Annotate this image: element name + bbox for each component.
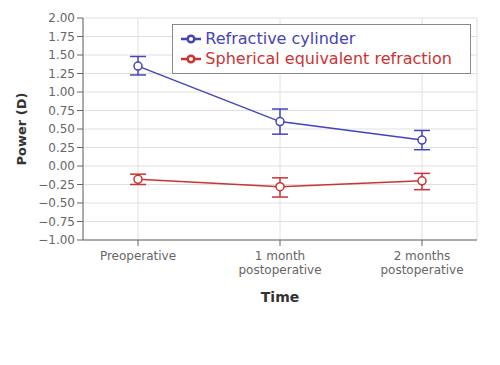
svg-text:−0.75: −0.75: [38, 215, 75, 229]
svg-text:0.25: 0.25: [48, 141, 75, 155]
svg-text:−1.00: −1.00: [38, 233, 75, 247]
svg-text:0.00: 0.00: [48, 159, 75, 173]
svg-text:Time: Time: [261, 289, 299, 305]
svg-text:1.50: 1.50: [48, 48, 75, 62]
svg-text:−0.50: −0.50: [38, 196, 75, 210]
html-text:Spherical equivalent refractio: Spherical equivalent refraction: [205, 48, 452, 68]
svg-text:2.00: 2.00: [48, 11, 75, 25]
svg-text:1.75: 1.75: [48, 30, 75, 44]
svg-text:1.25: 1.25: [48, 67, 75, 81]
svg-text:Power (D): Power (D): [14, 93, 29, 166]
svg-text:Preoperative: Preoperative: [100, 249, 176, 263]
svg-text:0.50: 0.50: [48, 122, 75, 136]
svg-text:1 monthpostoperative: 1 monthpostoperative: [238, 249, 321, 277]
svg-text:1.00: 1.00: [48, 85, 75, 99]
html-text:Refractive cylinder: Refractive cylinder: [205, 28, 356, 48]
svg-text:−0.25: −0.25: [38, 178, 75, 192]
svg-text:2 monthspostoperative: 2 monthspostoperative: [380, 249, 463, 277]
svg-text:0.75: 0.75: [48, 104, 75, 118]
